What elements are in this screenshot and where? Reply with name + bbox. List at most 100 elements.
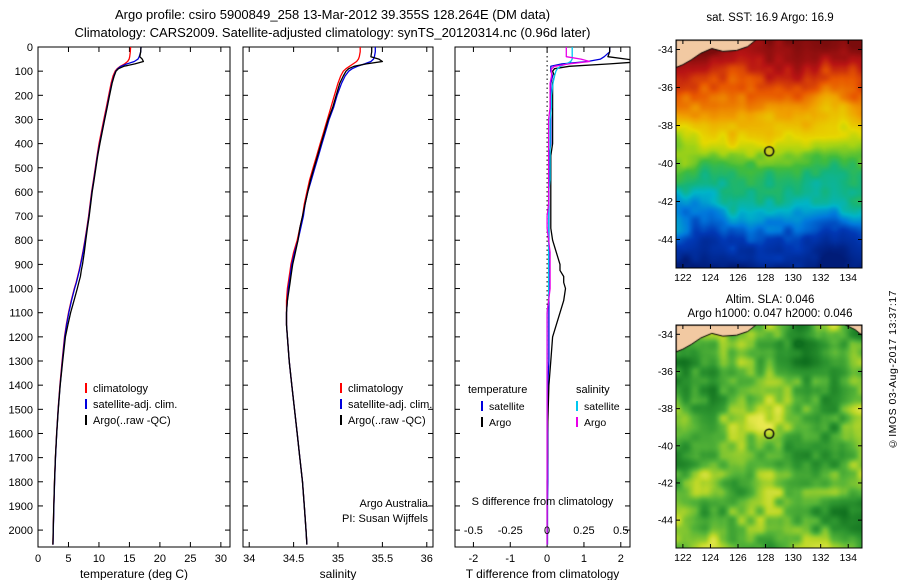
legend-label: satellite (584, 401, 620, 413)
sla-map-title-line1: Altim. SLA: 0.046 (725, 294, 815, 306)
sla-map-title-line2: Argo h1000: 0.047 h2000: 0.046 (687, 308, 853, 320)
depth-tick-label: 800 (15, 235, 33, 247)
x-tick-label: 0 (35, 553, 41, 565)
figure-title-line2: Climatology: CARS2009. Satellite-adjuste… (74, 25, 591, 40)
profile-line-satellite-t (546, 47, 611, 545)
lon-tick-label: 122 (674, 552, 692, 564)
s-tick-label: 0.25 (573, 525, 594, 537)
legend-label: satellite-adj. clim. (348, 399, 432, 411)
depth-tick-label: 100 (15, 66, 33, 78)
depth-tick-label: 900 (15, 259, 33, 271)
lat-tick-label: -42 (658, 477, 673, 489)
s-axis-label: S difference from climatology (472, 496, 614, 508)
s-tick-label: -0.5 (464, 525, 483, 537)
legend-label: satellite-adj. clim. (93, 399, 177, 411)
lon-tick-label: 130 (784, 552, 802, 564)
lon-tick-label: 126 (729, 272, 747, 284)
legend-label: Argo (489, 417, 511, 429)
depth-tick-label: 700 (15, 211, 33, 223)
depth-tick-label: 600 (15, 187, 33, 199)
s-tick-label: -0.25 (498, 525, 523, 537)
salinity-profile-panel: 34 34.5 35 35.5 36 salinity climatology satelli… (242, 46, 434, 580)
axes-box (675, 39, 863, 269)
profile-line-climatology (52, 47, 132, 545)
depth-tick-label: 1900 (9, 501, 33, 513)
lat-tick-label: -36 (658, 366, 673, 378)
x-tick-label: 35.5 (372, 553, 393, 565)
x-axis-label: salinity (320, 567, 357, 580)
axes-box (454, 46, 631, 548)
x-tick-label: -1 (505, 553, 515, 565)
lat-tick-label: -38 (658, 403, 673, 415)
x-tick-label: 10 (93, 553, 105, 565)
profile-line-climatology (285, 47, 361, 545)
x-tick-label: 34.5 (283, 553, 304, 565)
depth-tick-label: 2000 (9, 525, 33, 537)
axes-box (37, 46, 231, 548)
depth-tick-label: 1400 (9, 380, 33, 392)
lat-tick-label: -38 (658, 120, 673, 132)
s-tick-label: 0 (544, 525, 550, 537)
legend-column-header: salinity (576, 384, 610, 396)
legend-label: Argo(..raw -QC) (348, 415, 426, 427)
lon-tick-label: 126 (729, 552, 747, 564)
depth-tick-label: 1600 (9, 428, 33, 440)
depth-tick-label: 200 (15, 90, 33, 102)
lat-tick-label: -34 (658, 44, 673, 56)
depth-tick-label: 1800 (9, 477, 33, 489)
lon-tick-label: 124 (702, 552, 720, 564)
sst-map (676, 40, 862, 268)
legend-label: Argo (584, 417, 606, 429)
depth-tick-label: 300 (15, 114, 33, 126)
depth-tick-label: 400 (15, 139, 33, 151)
x-tick-label: 35 (332, 553, 344, 565)
annotation: PI: Susan Wijffels (342, 513, 428, 525)
lat-tick-label: -34 (658, 329, 673, 341)
x-tick-label: 34 (243, 553, 255, 565)
x-tick-label: 5 (65, 553, 71, 565)
figure-title-line1: Argo profile: csiro 5900849_258 13-Mar-2… (114, 7, 551, 22)
difference-panel: -2 -1 0 1 2 T difference from climatology temp… (454, 46, 631, 580)
x-tick-label: 36 (421, 553, 433, 565)
x-tick-label: -2 (469, 553, 479, 565)
sst-map-title: sat. SST: 16.9 Argo: 16.9 (706, 12, 834, 24)
sst-map-axes: 122 124 126 128 130 132 134 -34 -36 -38 -40 -42 -44 (658, 39, 863, 284)
legend-label: climatology (348, 383, 404, 395)
profile-line-argo-s (546, 47, 591, 545)
lat-tick-label: -42 (658, 196, 673, 208)
legend-column-header: temperature (468, 384, 527, 396)
x-axis-label: temperature (deg C) (80, 567, 188, 580)
axes-box (675, 324, 863, 549)
axes-box (242, 46, 434, 548)
depth-tick-label: 500 (15, 163, 33, 175)
x-tick-label: 15 (123, 553, 135, 565)
legend: temperature satellite Argo salinity satellit… (468, 384, 620, 429)
x-tick-label: 2 (618, 553, 624, 565)
lon-tick-label: 132 (812, 552, 830, 564)
legend: climatology satellite-adj. clim. Argo(..ra… (85, 383, 177, 427)
x-tick-label: 1 (581, 553, 587, 565)
lon-tick-label: 124 (702, 272, 720, 284)
legend-label: Argo(..raw -QC) (93, 415, 171, 427)
sla-map (676, 325, 862, 548)
lon-tick-label: 128 (757, 272, 775, 284)
profile-line-argo-t (546, 47, 630, 545)
lon-tick-label: 122 (674, 272, 692, 284)
lat-tick-label: -44 (658, 234, 673, 246)
x-tick-label: 30 (215, 553, 227, 565)
s-tick-label: 0.5 (613, 525, 628, 537)
profile-line-satellite-adj-clim- (285, 47, 376, 545)
profile-line-satellite-adj-clim- (52, 47, 142, 545)
legend: climatology satellite-adj. clim. Argo(..ra… (340, 383, 432, 427)
legend-label: satellite (489, 401, 525, 413)
x-tick-label: 0 (544, 553, 550, 565)
depth-tick-label: 0 (27, 42, 33, 54)
depth-tick-label: 1000 (9, 284, 33, 296)
lat-tick-label: -40 (658, 158, 673, 170)
depth-tick-label: 1200 (9, 332, 33, 344)
x-tick-label: 20 (154, 553, 166, 565)
lon-tick-label: 130 (784, 272, 802, 284)
profile-line-argo-raw-qc- (52, 47, 145, 545)
depth-tick-label: 1500 (9, 404, 33, 416)
